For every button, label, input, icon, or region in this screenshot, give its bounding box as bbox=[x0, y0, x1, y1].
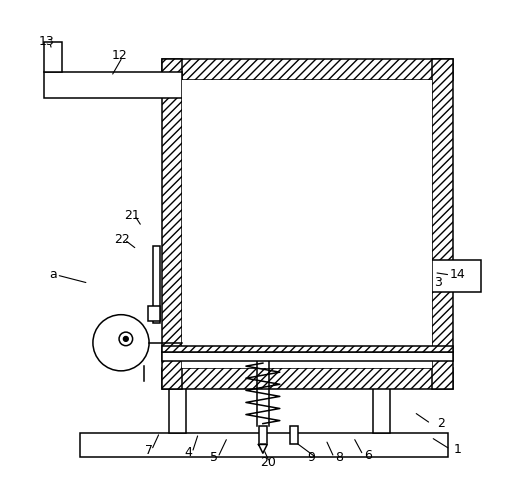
Bar bbox=[290, 426, 298, 445]
Bar bbox=[162, 352, 453, 361]
Text: a: a bbox=[49, 268, 57, 281]
Text: 12: 12 bbox=[112, 49, 128, 62]
Bar bbox=[44, 41, 62, 72]
Text: 4: 4 bbox=[185, 446, 193, 459]
Bar bbox=[182, 80, 433, 369]
Text: 6: 6 bbox=[364, 449, 372, 462]
Circle shape bbox=[123, 337, 128, 341]
Bar bbox=[162, 346, 453, 352]
Bar bbox=[373, 385, 390, 433]
Circle shape bbox=[93, 315, 149, 371]
Bar bbox=[80, 433, 448, 456]
Text: 14: 14 bbox=[450, 268, 465, 281]
Text: 5: 5 bbox=[210, 451, 219, 464]
Text: 13: 13 bbox=[39, 35, 55, 48]
Text: 21: 21 bbox=[124, 209, 140, 222]
Text: 22: 22 bbox=[114, 233, 131, 246]
Bar bbox=[162, 369, 453, 389]
Text: 20: 20 bbox=[260, 456, 276, 469]
Polygon shape bbox=[258, 445, 267, 453]
Bar bbox=[153, 246, 160, 323]
Bar bbox=[433, 59, 453, 389]
Bar bbox=[433, 261, 481, 292]
Bar bbox=[148, 306, 160, 321]
Bar bbox=[162, 59, 182, 389]
Bar bbox=[258, 426, 267, 445]
Text: 8: 8 bbox=[335, 451, 343, 464]
Bar bbox=[162, 59, 453, 80]
Text: 3: 3 bbox=[434, 276, 442, 289]
Circle shape bbox=[119, 332, 133, 346]
Bar bbox=[44, 72, 181, 98]
Bar bbox=[169, 385, 186, 433]
Text: 1: 1 bbox=[454, 443, 462, 456]
Text: 7: 7 bbox=[145, 444, 153, 457]
Text: 9: 9 bbox=[307, 451, 315, 464]
Text: 2: 2 bbox=[437, 417, 444, 430]
